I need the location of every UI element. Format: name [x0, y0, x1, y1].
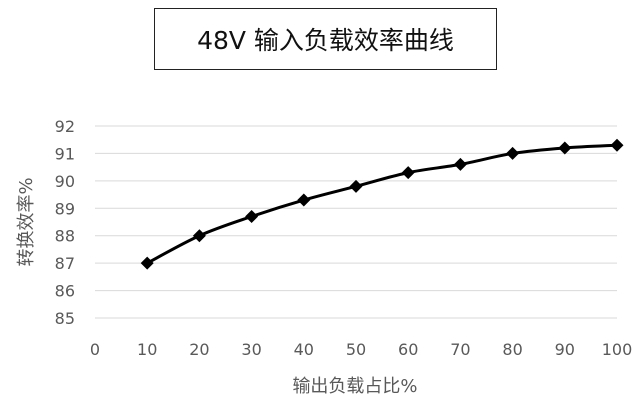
y-tick-label: 92	[55, 117, 75, 136]
y-tick-label: 86	[55, 282, 75, 301]
y-tick-label: 87	[55, 254, 75, 273]
x-tick-label: 80	[502, 340, 522, 359]
x-tick-label: 40	[294, 340, 314, 359]
x-axis-label: 输出负载占比%	[292, 376, 417, 397]
data-point-marker	[558, 141, 572, 155]
data-point-marker	[140, 256, 154, 270]
x-axis-ticks: 0 10 20 30 40 50 60 70 80 90 100	[90, 340, 632, 359]
data-point-marker	[297, 193, 311, 207]
data-point-marker	[506, 146, 520, 160]
y-tick-label: 90	[55, 172, 75, 191]
gridlines	[95, 125, 617, 319]
y-axis-label: 转换效率%	[16, 177, 37, 266]
x-tick-label: 50	[346, 340, 366, 359]
chart-title: 48V 输入负载效率曲线	[154, 8, 497, 70]
data-point-marker	[453, 157, 467, 171]
x-tick-label: 70	[450, 340, 470, 359]
data-markers	[140, 138, 624, 270]
data-point-marker	[192, 229, 206, 243]
y-tick-label: 89	[55, 199, 75, 218]
data-point-marker	[610, 138, 624, 152]
x-tick-label: 90	[555, 340, 575, 359]
y-axis-ticks: 85 86 87 88 89 90 91 92	[55, 117, 75, 328]
series-line-path	[146, 143, 618, 265]
y-tick-label: 91	[55, 144, 75, 163]
data-point-marker	[245, 210, 259, 224]
y-tick-label: 85	[55, 309, 75, 328]
y-tick-label: 88	[55, 227, 75, 246]
series-line	[146, 143, 618, 265]
data-point-marker	[349, 179, 363, 193]
x-tick-label: 0	[90, 340, 100, 359]
x-tick-label: 10	[137, 340, 157, 359]
x-tick-label: 30	[241, 340, 261, 359]
x-tick-label: 60	[398, 340, 418, 359]
x-tick-label: 20	[189, 340, 209, 359]
x-tick-label: 100	[602, 340, 633, 359]
data-point-marker	[401, 166, 415, 180]
